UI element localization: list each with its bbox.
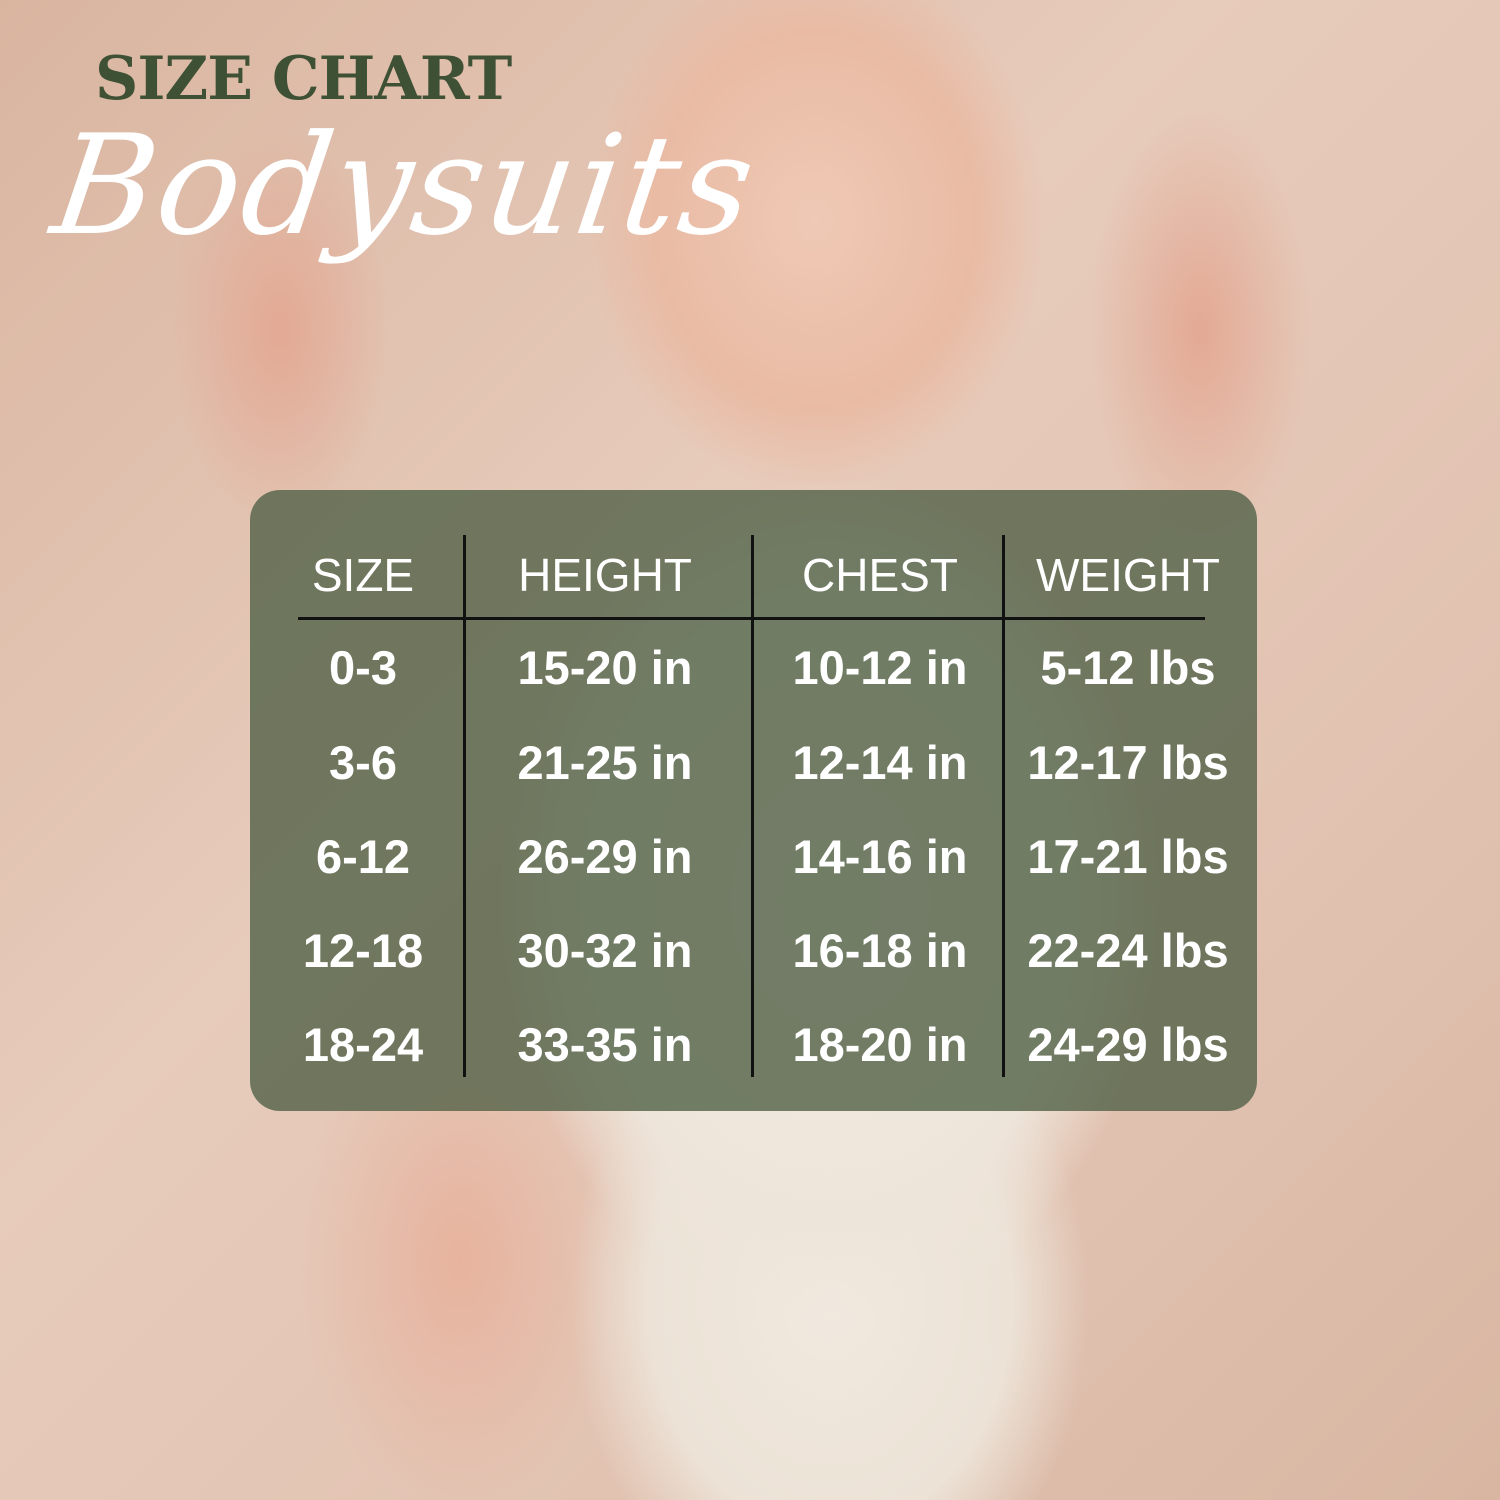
cell-size: 3-6 <box>329 736 397 789</box>
cell-size: 18-24 <box>302 1018 424 1071</box>
cell-weight: 12-17 lbs <box>1027 736 1229 789</box>
header-height: HEIGHT <box>518 549 692 601</box>
header-chest: CHEST <box>802 549 958 601</box>
cell-weight: 22-24 lbs <box>1027 924 1229 977</box>
cell-chest: 10-12 in <box>792 641 968 694</box>
product-subtitle: Bodysuits <box>43 105 766 266</box>
column-divider <box>1002 535 1005 1077</box>
cell-height: 21-25 in <box>517 736 693 789</box>
cell-chest: 12-14 in <box>792 736 968 789</box>
cell-chest: 14-16 in <box>792 830 968 883</box>
cell-weight: 5-12 lbs <box>1040 641 1216 694</box>
page-title: SIZE CHART <box>95 44 512 114</box>
cell-size: 6-12 <box>315 830 411 883</box>
cell-weight: 24-29 lbs <box>1027 1018 1229 1071</box>
column-divider <box>463 535 466 1077</box>
column-divider <box>751 535 754 1077</box>
cell-chest: 18-20 in <box>792 1018 968 1071</box>
cell-height: 15-20 in <box>517 641 693 694</box>
header-divider <box>298 617 1205 620</box>
cell-chest: 16-18 in <box>792 924 968 977</box>
cell-height: 26-29 in <box>517 830 693 883</box>
cell-height: 30-32 in <box>517 924 693 977</box>
cell-weight: 17-21 lbs <box>1027 830 1229 883</box>
header-weight: WEIGHT <box>1036 549 1220 601</box>
cell-height: 33-35 in <box>517 1018 693 1071</box>
header-size: SIZE <box>311 549 415 601</box>
cell-size: 0-3 <box>329 641 397 694</box>
cell-size: 12-18 <box>302 924 424 977</box>
